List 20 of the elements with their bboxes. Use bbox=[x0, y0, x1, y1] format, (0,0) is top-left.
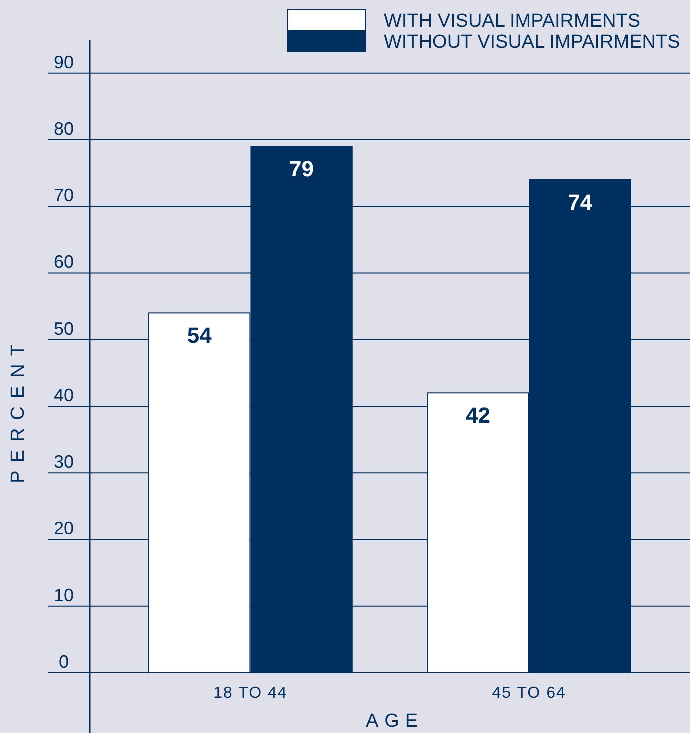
data-label: 54 bbox=[187, 323, 213, 348]
legend-label: WITHOUT VISUAL IMPAIRMENTS bbox=[384, 32, 680, 53]
y-tick-label: 10 bbox=[54, 585, 74, 606]
x-tick-label: 18 TO 44 bbox=[214, 685, 288, 702]
x-tick-label: 45 TO 64 bbox=[492, 685, 566, 702]
y-axis-title: PERCENT bbox=[8, 336, 29, 484]
y-tick-label: 40 bbox=[54, 385, 74, 406]
y-tick-label: 30 bbox=[54, 452, 74, 472]
y-tick-label: 0 bbox=[58, 652, 70, 672]
y-tick-label: 50 bbox=[54, 318, 74, 339]
y-tick-label: 80 bbox=[54, 118, 74, 139]
y-tick-label: 20 bbox=[54, 518, 74, 539]
y-tick-label: 70 bbox=[54, 186, 74, 206]
y-tick-label: 90 bbox=[54, 52, 74, 72]
data-label: 79 bbox=[290, 156, 314, 182]
y-tick-label: 60 bbox=[54, 252, 74, 272]
legend-label: WITH VISUAL IMPAIRMENTS bbox=[384, 11, 641, 32]
x-axis-title: AGE bbox=[366, 711, 424, 732]
data-label: 42 bbox=[466, 403, 490, 428]
data-label: 74 bbox=[568, 190, 594, 215]
